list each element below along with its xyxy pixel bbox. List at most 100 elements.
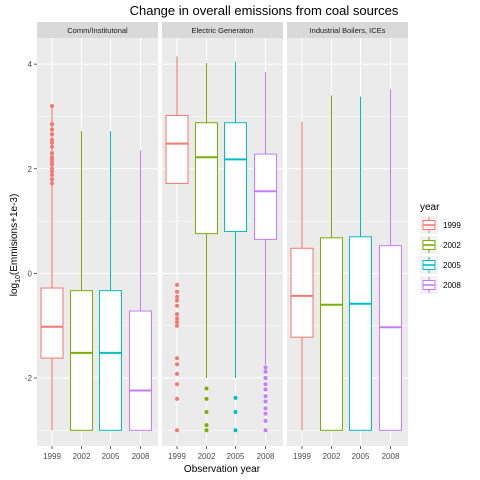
boxplot-1999 xyxy=(290,121,314,431)
x-axis-title: Observation year xyxy=(184,464,261,475)
facet-panel: Industrial Boilers, ICEs 1999 2002 2005 2008 xyxy=(287,22,408,461)
outlier-point xyxy=(50,151,54,156)
x-tick-label: 2008 xyxy=(257,452,275,461)
outlier-point xyxy=(263,418,268,423)
outlier-point xyxy=(263,387,268,392)
boxplot-2008 xyxy=(129,150,152,431)
outlier-point xyxy=(175,289,179,294)
outlier-point xyxy=(50,127,54,132)
boxplot-2005 xyxy=(349,96,372,431)
outlier-point xyxy=(263,399,268,404)
chart-title: Change in overall emissions from coal so… xyxy=(130,3,399,18)
legend-entry-2008: 2008 xyxy=(420,276,461,294)
box xyxy=(349,236,372,431)
facet-strip-label: Comm/Institutonal xyxy=(67,26,128,35)
y-tick-label: -2 xyxy=(25,374,33,383)
outlier-point xyxy=(263,394,268,399)
y-axis-title-suffix: (Emmisions+1e-3) xyxy=(9,194,20,275)
box xyxy=(379,245,402,431)
x-tick-label: 1999 xyxy=(43,452,61,461)
legend-label: 2008 xyxy=(443,281,461,290)
outlier-point xyxy=(50,104,54,108)
facet-panel: Comm/Institutonal 1999 2002 2005 2008 xyxy=(37,22,158,461)
facet-strip xyxy=(162,22,283,38)
outlier-point xyxy=(204,386,209,391)
facet-strip-label: Industrial Boilers, ICEs xyxy=(310,26,386,35)
legend-entry-1999: 1999 xyxy=(420,216,461,234)
outlier-point xyxy=(50,155,54,160)
outlier-point xyxy=(175,303,179,308)
outlier-point xyxy=(204,428,209,433)
legend-title: year xyxy=(420,202,440,213)
box xyxy=(99,290,122,431)
outlier-point xyxy=(175,316,179,321)
outlier-point xyxy=(50,177,54,182)
outlier-point xyxy=(175,428,179,433)
box xyxy=(195,122,218,235)
outlier-point xyxy=(233,395,238,400)
outlier-point xyxy=(263,382,268,387)
legend-label: 1999 xyxy=(443,221,461,230)
legend: year 1999 2002 2005 2008 xyxy=(420,202,461,294)
box xyxy=(224,122,247,233)
outlier-point xyxy=(204,423,209,428)
boxplot-2008 xyxy=(379,89,402,431)
outlier-point xyxy=(263,411,268,416)
boxplot-1999 xyxy=(165,56,189,433)
x-tick-label: 2005 xyxy=(102,452,120,461)
facet-strip xyxy=(287,22,408,38)
outlier-point xyxy=(175,294,179,299)
outlier-point xyxy=(50,132,54,137)
box xyxy=(70,290,93,431)
x-tick-label: 2002 xyxy=(323,452,341,461)
box xyxy=(320,237,343,431)
outlier-point xyxy=(263,369,268,374)
y-axis-title: log10(Emmisions+1e-3) xyxy=(9,194,22,297)
outlier-point xyxy=(175,371,179,376)
boxplot-1999 xyxy=(40,104,64,431)
outlier-point xyxy=(263,406,268,411)
outlier-point xyxy=(50,181,54,186)
boxplot-2002 xyxy=(70,131,93,431)
outlier-point xyxy=(50,144,54,149)
x-tick-label: 2008 xyxy=(382,452,400,461)
outlier-point xyxy=(263,376,268,380)
outlier-point xyxy=(175,362,179,367)
outlier-point xyxy=(50,166,54,171)
legend-entry-2005: 2005 xyxy=(420,256,461,274)
outlier-point xyxy=(50,173,54,178)
x-tick-label: 1999 xyxy=(293,452,311,461)
x-tick-label: 1999 xyxy=(168,452,186,461)
outlier-point xyxy=(50,138,54,142)
outlier-point xyxy=(50,122,54,127)
outlier-point xyxy=(50,160,54,165)
boxplot-2008 xyxy=(254,72,277,433)
facet-strip-label: Electric Generaton xyxy=(191,26,253,35)
outlier-point xyxy=(204,410,209,414)
outlier-point xyxy=(175,382,179,387)
outlier-point xyxy=(263,365,268,370)
x-tick-label: 2005 xyxy=(352,452,370,461)
outlier-point xyxy=(175,298,179,303)
y-axis-title-subscript: 10 xyxy=(15,275,22,283)
x-tick-label: 2005 xyxy=(227,452,245,461)
outlier-point xyxy=(233,428,238,433)
outlier-point xyxy=(175,356,179,361)
box xyxy=(254,153,277,240)
box xyxy=(129,310,152,431)
facet-panels: Comm/Institutonal 1999 2002 2005 2008 Electri… xyxy=(37,22,408,461)
boxplot-2005 xyxy=(224,61,247,433)
outlier-point xyxy=(204,396,209,401)
outlier-point xyxy=(175,323,179,328)
y-tick-label: 0 xyxy=(28,269,33,278)
facet-strip xyxy=(37,22,158,38)
box xyxy=(40,287,64,359)
outlier-point xyxy=(233,410,238,414)
y-tick-label: 4 xyxy=(28,60,33,69)
y-axis-title-prefix: log xyxy=(9,283,20,296)
box xyxy=(165,114,189,184)
boxplot-2002 xyxy=(320,95,343,431)
y-tick-label: 2 xyxy=(28,165,33,174)
x-tick-label: 2008 xyxy=(132,452,150,461)
